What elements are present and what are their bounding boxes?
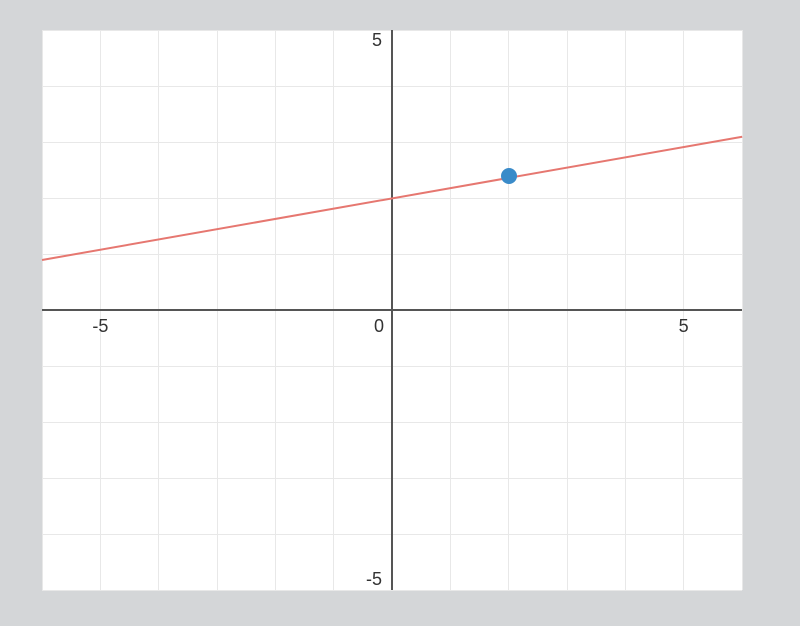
coordinate-chart: -5 0 5 5 -5 (42, 30, 742, 590)
origin-label: 0 (374, 316, 384, 337)
data-point (501, 168, 517, 184)
x-tick-minus5: -5 (92, 316, 108, 337)
y-tick-minus5: -5 (366, 569, 382, 590)
y-axis (391, 30, 393, 590)
y-tick-plus5: 5 (372, 30, 382, 51)
x-tick-plus5: 5 (679, 316, 689, 337)
